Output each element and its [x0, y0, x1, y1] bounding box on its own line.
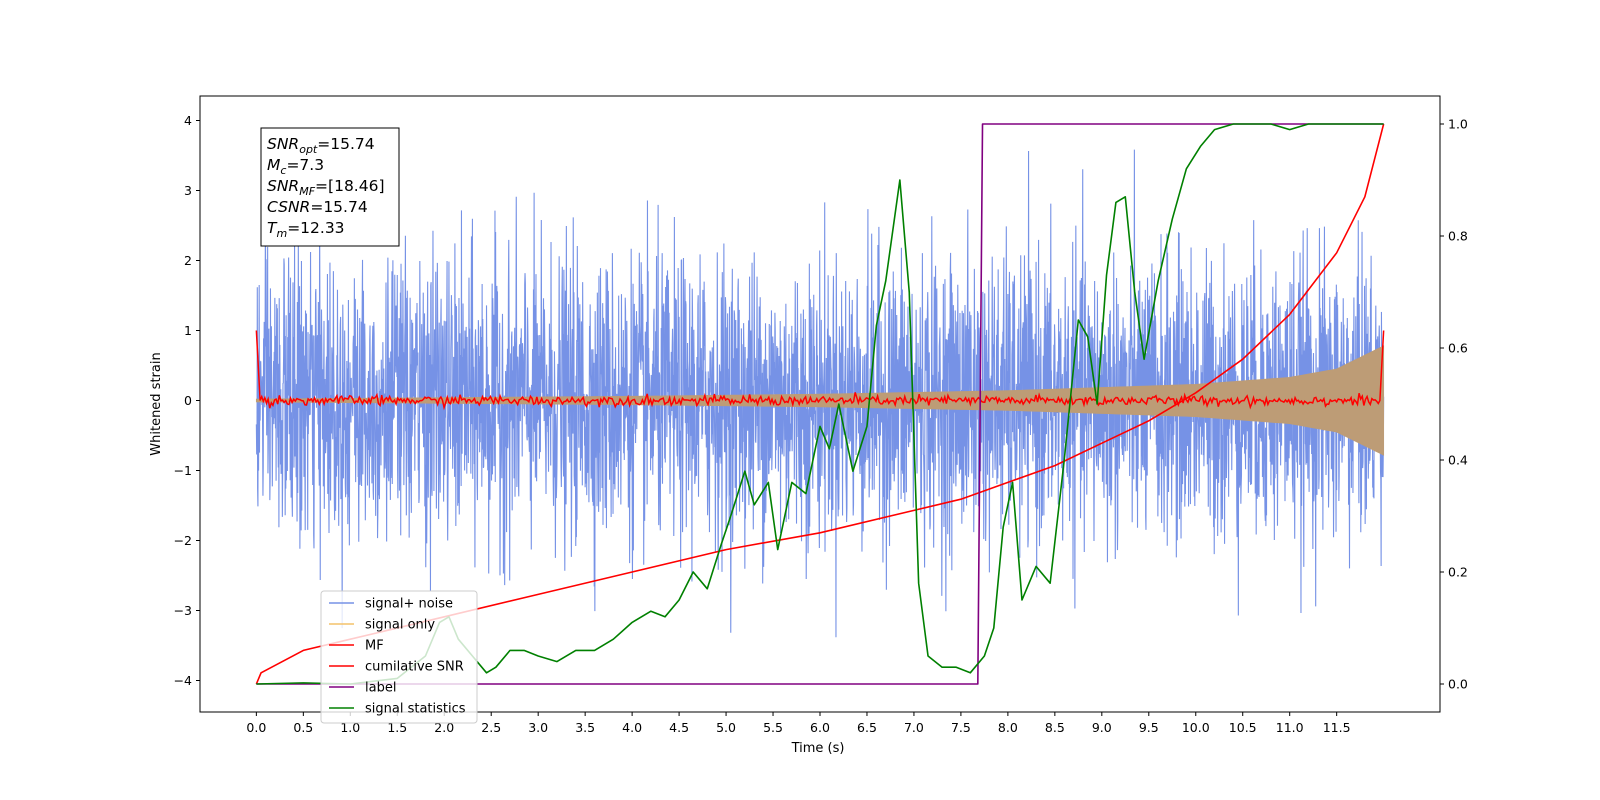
annotation-subscript: MF	[299, 185, 315, 198]
annotation-symbol: CSNR	[267, 198, 310, 216]
stats-annotation-box: SNRopt=15.74Mc=7.3SNRMF=[18.46]CSNR=15.7…	[260, 127, 400, 247]
series-label	[256, 123, 1384, 685]
y-tick-right-label: 0.0	[1448, 677, 1468, 692]
axes: 0.0 0.5 1.0 1.5 2.0 2.5 3.0 3.5 4.0 4.5 5.0 5.5 6.0 6…	[174, 113, 1468, 735]
y-tick-left-label: −1	[174, 463, 192, 478]
legend-label: MF	[365, 639, 384, 654]
x-tick-label: 10.5	[1229, 720, 1257, 735]
annotation-symbol: SNR	[267, 135, 299, 153]
x-tick-label: 11.0	[1276, 720, 1304, 735]
x-tick-label: 2.0	[434, 720, 454, 735]
x-tick-label: 5.5	[763, 720, 783, 735]
x-tick-label: 4.0	[622, 720, 642, 735]
legend-label: signal+ noise	[365, 597, 453, 612]
y-tick-right-label: 1.0	[1448, 117, 1468, 132]
legend-frame	[320, 590, 478, 724]
annotation-line: SNRMF=[18.46]	[267, 177, 385, 198]
y-tick-left-label: 1	[184, 323, 192, 338]
y-tick-left-label: −2	[174, 533, 192, 548]
annotation-subscript: c	[280, 164, 286, 177]
x-axis-label: Time (s)	[791, 741, 845, 756]
series-mf	[255, 330, 1385, 411]
legend-label: signal statistics	[365, 702, 466, 717]
x-tick-label: 1.0	[340, 720, 360, 735]
annotation-line: Mc=7.3	[267, 156, 324, 177]
annotation-symbol: T	[267, 219, 278, 237]
x-tick-label: 2.5	[481, 720, 501, 735]
x-tick-label: 11.5	[1323, 720, 1351, 735]
annotation-line: SNRopt=15.74	[267, 135, 375, 156]
x-tick-label: 8.0	[998, 720, 1018, 735]
annotation-symbol: SNR	[267, 177, 299, 195]
legend-label: label	[365, 681, 396, 696]
legend: signal+ noise signal only MF cumilative SNR…	[320, 590, 478, 724]
annotation-value: =12.33	[287, 219, 344, 237]
annotation-value: =15.74	[310, 198, 367, 216]
y-tick-left-label: 3	[184, 183, 192, 198]
y-tick-right-label: 0.2	[1448, 565, 1468, 580]
legend-label: cumilative SNR	[365, 660, 464, 675]
x-tick-label: 7.0	[904, 720, 924, 735]
legend-label: signal only	[365, 618, 435, 633]
x-tick-label: 1.5	[387, 720, 407, 735]
x-tick-label: 9.5	[1139, 720, 1159, 735]
x-tick-label: 3.5	[575, 720, 595, 735]
x-tick-label: 5.0	[716, 720, 736, 735]
y-tick-left-label: 2	[184, 253, 192, 268]
x-tick-label: 8.5	[1045, 720, 1065, 735]
x-tick-label: 3.0	[528, 720, 548, 735]
y-tick-right-label: 0.4	[1448, 453, 1468, 468]
x-tick-label: 10.0	[1182, 720, 1210, 735]
y-tick-left-label: 0	[184, 393, 192, 408]
y-tick-right-label: 0.6	[1448, 341, 1468, 356]
x-tick-label: 6.5	[857, 720, 877, 735]
x-tick-label: 6.0	[810, 720, 830, 735]
x-tick-label: 7.5	[951, 720, 971, 735]
x-tick-label: 4.5	[669, 720, 689, 735]
y-tick-left-label: −3	[174, 603, 192, 618]
annotation-value: =[18.46]	[315, 177, 384, 195]
annotation-line: Tm=12.33	[267, 219, 345, 240]
annotation-value: =7.3	[286, 156, 324, 174]
y-tick-right-label: 0.8	[1448, 229, 1468, 244]
annotation-frame	[260, 127, 400, 247]
y-axis-label: Whitened strain	[149, 352, 164, 455]
y-tick-left-label: −4	[174, 673, 192, 688]
y-tick-left-label: 4	[184, 113, 192, 128]
annotation-line: CSNR=15.74	[267, 198, 368, 216]
annotation-subscript: m	[276, 227, 287, 240]
x-tick-label: 9.0	[1092, 720, 1112, 735]
annotation-value: =15.74	[317, 135, 374, 153]
annotation-symbol: M	[267, 156, 280, 174]
x-tick-label: 0.0	[246, 720, 266, 735]
x-tick-label: 0.5	[293, 720, 313, 735]
series-signal-statistics	[256, 123, 1384, 685]
annotation-subscript: opt	[299, 143, 318, 156]
